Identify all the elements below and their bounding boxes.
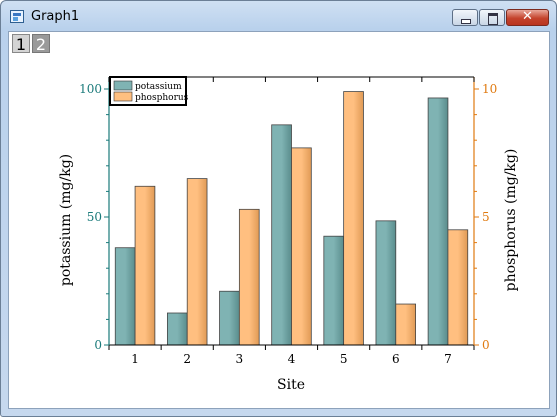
legend-label-potassium: potassium xyxy=(135,82,182,92)
layer-tab-1[interactable]: 1 xyxy=(12,34,30,54)
layer-tab-2[interactable]: 2 xyxy=(32,34,50,54)
bar-potassium-6[interactable] xyxy=(375,220,397,346)
bar-phosphorus-2[interactable] xyxy=(186,178,208,346)
bar-phosphorus-4[interactable] xyxy=(291,147,312,346)
bar-potassium-1[interactable] xyxy=(114,247,136,346)
bar-potassium-7[interactable] xyxy=(427,97,449,346)
close-button[interactable]: ✕ xyxy=(506,9,549,26)
x-tick-label: 7 xyxy=(444,352,452,366)
y-axis-label: potassium (mg/kg) xyxy=(58,154,74,286)
y2-tick-label: 10 xyxy=(482,82,497,96)
bar-phosphorus-5[interactable] xyxy=(343,91,364,346)
bar-potassium-2[interactable] xyxy=(166,312,188,346)
legend-label-phosphorus: phosphorus xyxy=(135,93,189,103)
bar-potassium-3[interactable] xyxy=(219,290,240,346)
y2-axis-label: phosphorus (mg/kg) xyxy=(503,149,519,292)
y-tick-label: 0 xyxy=(94,338,102,352)
bar-phosphorus-3[interactable] xyxy=(238,208,260,346)
bar-phosphorus-1[interactable] xyxy=(134,185,156,346)
close-icon: ✕ xyxy=(522,9,533,24)
maximize-button[interactable] xyxy=(479,9,505,26)
x-tick-label: 5 xyxy=(340,352,348,366)
minimize-button[interactable] xyxy=(452,9,478,26)
graph-window-icon[interactable] xyxy=(10,10,24,23)
legend-swatch-phosphorus xyxy=(113,91,133,102)
y2-tick-label: 5 xyxy=(482,210,490,224)
bar-phosphorus-7[interactable] xyxy=(447,229,469,346)
y2-tick-label: 0 xyxy=(482,338,490,352)
title-bar[interactable]: Graph1 ✕ xyxy=(1,1,556,31)
y-tick-label: 100 xyxy=(79,82,102,96)
bar-group xyxy=(114,91,469,346)
x-tick-label: 3 xyxy=(236,352,244,366)
x-tick-label: 1 xyxy=(131,352,139,366)
legend[interactable]: potassium phosphorus xyxy=(109,76,189,106)
x-tick-label: 6 xyxy=(392,352,400,366)
axis-labels-group: Site potassium (mg/kg) phosphorus (mg/kg… xyxy=(58,149,519,393)
bar-potassium-4[interactable] xyxy=(271,124,292,346)
bar-potassium-5[interactable] xyxy=(323,235,345,346)
y-tick-label: 50 xyxy=(87,210,102,224)
maximize-icon xyxy=(488,13,498,25)
x-tick-label: 4 xyxy=(288,352,296,366)
minimize-icon xyxy=(461,19,471,24)
graph-page[interactable]: 1 2 1 2 3 4 5 6 7 0 50 100 0 5 10 Site potassium (mg… xyxy=(8,31,550,409)
x-tick-label: 2 xyxy=(183,352,191,366)
legend-swatch-potassium xyxy=(113,80,133,91)
window-title: Graph1 xyxy=(31,9,80,24)
bar-phosphorus-6[interactable] xyxy=(395,303,416,346)
x-axis-label: Site xyxy=(277,377,305,393)
